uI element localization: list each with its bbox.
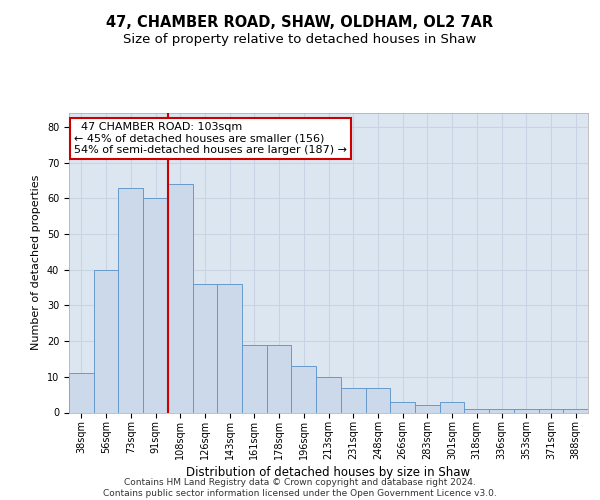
Bar xyxy=(365,388,390,412)
Text: Contains HM Land Registry data © Crown copyright and database right 2024.
Contai: Contains HM Land Registry data © Crown c… xyxy=(103,478,497,498)
Bar xyxy=(193,284,217,412)
Y-axis label: Number of detached properties: Number of detached properties xyxy=(31,175,41,350)
Bar xyxy=(316,377,341,412)
Bar xyxy=(69,373,94,412)
Bar xyxy=(464,409,489,412)
Bar xyxy=(489,409,514,412)
Bar xyxy=(168,184,193,412)
X-axis label: Distribution of detached houses by size in Shaw: Distribution of detached houses by size … xyxy=(187,466,470,479)
Bar xyxy=(415,406,440,412)
Bar xyxy=(94,270,118,412)
Bar xyxy=(143,198,168,412)
Bar xyxy=(341,388,365,412)
Text: 47 CHAMBER ROAD: 103sqm
← 45% of detached houses are smaller (156)
54% of semi-d: 47 CHAMBER ROAD: 103sqm ← 45% of detache… xyxy=(74,122,347,154)
Bar xyxy=(267,344,292,412)
Bar xyxy=(390,402,415,412)
Bar xyxy=(539,409,563,412)
Text: Size of property relative to detached houses in Shaw: Size of property relative to detached ho… xyxy=(124,32,476,46)
Bar xyxy=(563,409,588,412)
Bar xyxy=(440,402,464,412)
Bar xyxy=(118,188,143,412)
Text: 47, CHAMBER ROAD, SHAW, OLDHAM, OL2 7AR: 47, CHAMBER ROAD, SHAW, OLDHAM, OL2 7AR xyxy=(106,15,494,30)
Bar xyxy=(514,409,539,412)
Bar xyxy=(242,344,267,412)
Bar xyxy=(217,284,242,412)
Bar xyxy=(292,366,316,412)
